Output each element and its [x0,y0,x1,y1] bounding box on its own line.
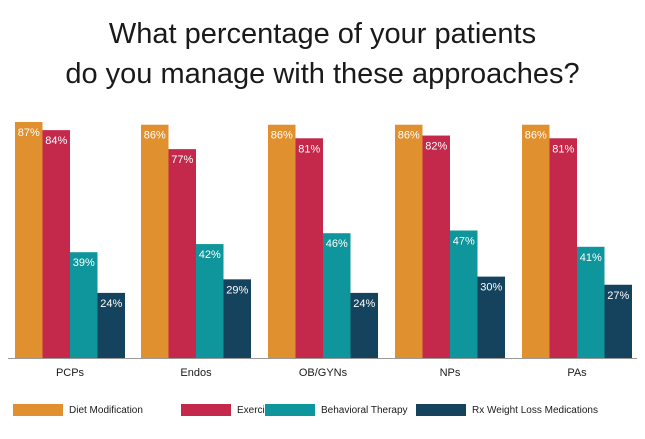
legend-swatch-rx-weight-loss-medications [416,404,466,416]
bar-pcps-rx-weight-loss-medications [97,292,125,358]
chart-title-line-1: What percentage of your patients [108,18,537,50]
bar-endos-behavioral-therapy [196,244,224,358]
data-label-endos-rx-weight-loss-medications: 29% [226,284,248,296]
chart-title-line-2: do you manage with these approaches? [65,58,580,90]
bar-nps-diet-modification [395,124,423,358]
data-label-pas-exercise: 81% [552,143,574,155]
bar-ob-gyns-behavioral-therapy [323,233,351,358]
category-label-pas: PAs [567,367,587,379]
data-label-nps-diet-modification: 86% [398,130,420,142]
data-label-ob-gyns-diet-modification: 86% [271,130,293,142]
data-label-ob-gyns-behavioral-therapy: 46% [326,238,348,250]
bar-endos-diet-modification [141,124,169,358]
legend-item-exercise: Exercise [181,404,275,416]
data-label-pas-behavioral-therapy: 41% [580,252,602,264]
bar-ob-gyns-exercise [295,138,323,358]
chart-legend: Diet Modification Exercise Behavioral Th… [13,404,638,420]
legend-label-behavioral-therapy: Behavioral Therapy [321,404,408,416]
legend-label-rx-weight-loss-medications: Rx Weight Loss Medications [472,404,598,416]
bar-endos-exercise [168,149,196,358]
data-label-endos-behavioral-therapy: 42% [199,249,221,261]
legend-swatch-diet-modification [13,404,63,416]
category-label-ob-gyns: OB/GYNs [299,367,348,379]
category-label-pcps: PCPs [56,367,85,379]
data-label-nps-rx-weight-loss-medications: 30% [480,282,502,294]
bar-endos-rx-weight-loss-medications [223,279,251,358]
data-label-pas-diet-modification: 86% [525,130,547,142]
data-label-ob-gyns-exercise: 81% [298,143,320,155]
data-label-pcps-exercise: 84% [45,135,67,147]
bar-pas-exercise [549,138,577,358]
data-label-nps-exercise: 82% [425,141,447,153]
data-label-pcps-behavioral-therapy: 39% [73,257,95,269]
data-label-pas-rx-weight-loss-medications: 27% [607,290,629,302]
data-label-pcps-rx-weight-loss-medications: 24% [100,298,122,310]
data-label-nps-behavioral-therapy: 47% [453,236,475,248]
bar-pas-rx-weight-loss-medications [604,284,632,358]
bar-pas-diet-modification [522,124,550,358]
bar-ob-gyns-diet-modification [268,124,296,358]
legend-label-diet-modification: Diet Modification [69,404,143,416]
bar-nps-behavioral-therapy [450,230,478,358]
legend-swatch-exercise [181,404,231,416]
category-label-nps: NPs [440,367,461,379]
category-label-endos: Endos [180,367,212,379]
legend-item-rx-weight-loss-medications: Rx Weight Loss Medications [416,404,598,416]
bar-ob-gyns-rx-weight-loss-medications [350,292,378,358]
bar-nps-rx-weight-loss-medications [477,276,505,358]
data-label-pcps-diet-modification: 87% [18,127,40,139]
chart-title: What percentage of your patients do you … [0,14,645,94]
data-label-endos-diet-modification: 86% [144,130,166,142]
bar-pas-behavioral-therapy [577,246,605,358]
legend-item-diet-modification: Diet Modification [13,404,143,416]
data-label-endos-exercise: 77% [171,154,193,166]
legend-item-behavioral-therapy: Behavioral Therapy [265,404,408,416]
bar-pcps-exercise [42,130,70,358]
bar-pcps-diet-modification [15,122,43,358]
bar-nps-exercise [422,135,450,358]
legend-swatch-behavioral-therapy [265,404,315,416]
bar-pcps-behavioral-therapy [70,252,98,358]
data-label-ob-gyns-rx-weight-loss-medications: 24% [353,298,375,310]
legend-label-exercise: Exercise [237,404,276,416]
